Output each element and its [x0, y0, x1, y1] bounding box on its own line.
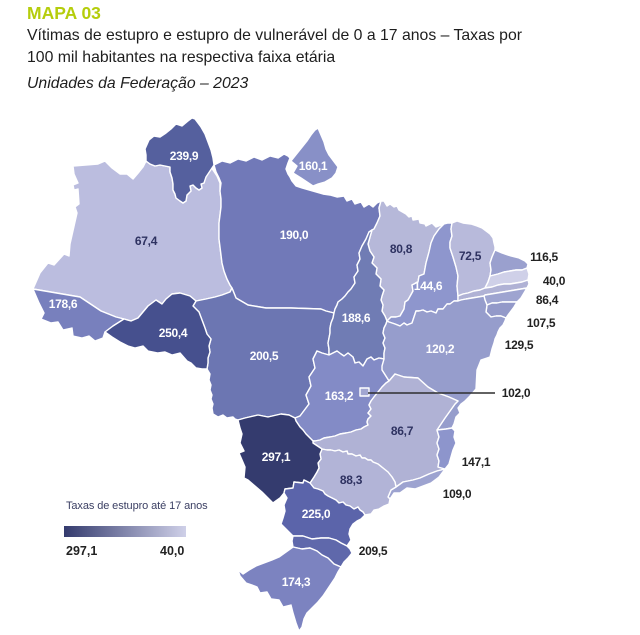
svg-text:107,5: 107,5: [527, 316, 556, 330]
svg-text:163,2: 163,2: [325, 389, 354, 403]
svg-text:160,1: 160,1: [299, 159, 328, 173]
svg-text:86,4: 86,4: [536, 293, 559, 307]
svg-text:129,5: 129,5: [505, 338, 534, 352]
svg-text:86,7: 86,7: [391, 424, 414, 438]
svg-text:120,2: 120,2: [426, 342, 455, 356]
svg-text:147,1: 147,1: [462, 455, 491, 469]
svg-text:250,4: 250,4: [159, 326, 188, 340]
svg-text:88,3: 88,3: [340, 473, 363, 487]
svg-text:116,5: 116,5: [530, 250, 558, 264]
svg-text:297,1: 297,1: [262, 450, 291, 464]
svg-text:80,8: 80,8: [390, 242, 413, 256]
svg-text:67,4: 67,4: [135, 234, 158, 248]
svg-text:102,0: 102,0: [502, 386, 531, 400]
svg-text:239,9: 239,9: [170, 149, 199, 163]
svg-text:72,5: 72,5: [459, 249, 482, 263]
svg-text:144,6: 144,6: [414, 279, 443, 293]
svg-text:209,5: 209,5: [359, 544, 388, 558]
svg-text:190,0: 190,0: [280, 228, 309, 242]
svg-text:174,3: 174,3: [282, 575, 311, 589]
svg-text:40,0: 40,0: [543, 274, 566, 288]
svg-text:200,5: 200,5: [250, 349, 279, 363]
svg-text:109,0: 109,0: [443, 487, 472, 501]
svg-text:188,6: 188,6: [342, 311, 371, 325]
svg-text:178,6: 178,6: [49, 297, 78, 311]
svg-text:225,0: 225,0: [302, 507, 331, 521]
